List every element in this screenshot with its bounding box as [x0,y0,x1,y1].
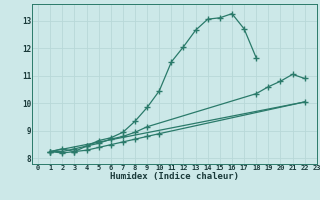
X-axis label: Humidex (Indice chaleur): Humidex (Indice chaleur) [110,172,239,181]
